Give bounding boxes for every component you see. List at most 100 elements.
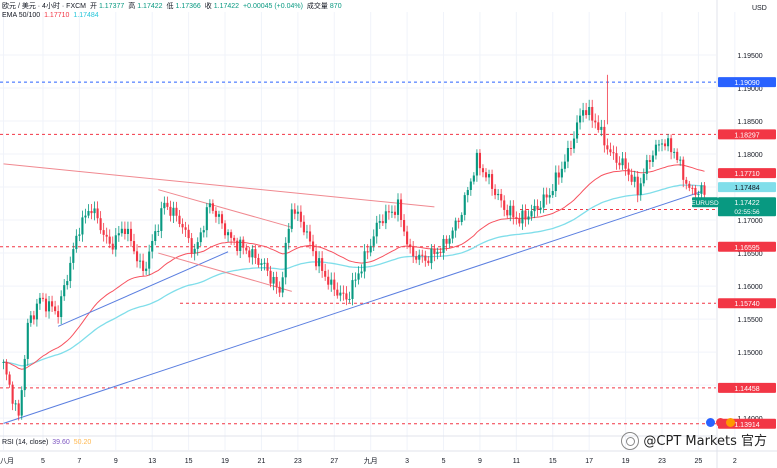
level-tag-label: 1.18297 bbox=[734, 132, 759, 139]
candle-body bbox=[530, 211, 533, 217]
candle-body bbox=[148, 251, 151, 269]
candle-body bbox=[430, 248, 433, 264]
candle-body bbox=[257, 257, 260, 265]
candle-body bbox=[308, 231, 312, 242]
event-badge-orange[interactable] bbox=[726, 418, 735, 427]
candle-body bbox=[406, 231, 409, 245]
candle-body bbox=[296, 211, 299, 214]
candle-body bbox=[390, 211, 393, 213]
candle-body bbox=[196, 242, 199, 249]
ema-legend[interactable]: EMA 50/100 1.17710 1.17484 bbox=[2, 12, 101, 19]
candle-body bbox=[667, 138, 670, 147]
candle-body bbox=[403, 220, 406, 232]
candle-body bbox=[220, 214, 224, 224]
volume-label: 成交量 bbox=[306, 3, 328, 10]
candle-body bbox=[588, 106, 591, 116]
candle-body bbox=[415, 256, 418, 260]
candle-body bbox=[606, 145, 609, 150]
candle-body bbox=[5, 361, 8, 375]
candle-body bbox=[648, 160, 651, 162]
candle-body bbox=[327, 276, 330, 285]
candle-body bbox=[60, 296, 63, 318]
candle-body bbox=[481, 168, 485, 173]
candle-body bbox=[72, 249, 75, 263]
candle-body bbox=[154, 231, 157, 242]
candle-body bbox=[621, 158, 624, 166]
candle-body bbox=[697, 193, 700, 196]
candle-body bbox=[369, 245, 372, 253]
event-badge-red[interactable] bbox=[716, 418, 725, 427]
level-tag-label: 1.16595 bbox=[734, 245, 759, 252]
event-badges[interactable] bbox=[706, 418, 735, 429]
candle-body bbox=[190, 238, 193, 254]
low-label: 低 bbox=[166, 3, 174, 10]
candle-body bbox=[533, 205, 536, 212]
candle-body bbox=[354, 279, 357, 281]
candle-body bbox=[199, 232, 202, 243]
candle-body bbox=[293, 209, 296, 214]
candle-body bbox=[324, 270, 327, 277]
candle-body bbox=[26, 322, 29, 359]
candle-body bbox=[600, 126, 603, 130]
candle-body bbox=[193, 248, 196, 254]
candle-body bbox=[14, 403, 17, 405]
candle-body bbox=[660, 143, 664, 145]
candle-body bbox=[463, 195, 466, 215]
x-tick-label: 15 bbox=[185, 458, 193, 465]
candle-body bbox=[81, 217, 84, 235]
candle-body bbox=[381, 221, 384, 224]
candle-body bbox=[518, 218, 521, 224]
candle-body bbox=[424, 255, 427, 261]
symbol-title[interactable]: 欧元 / 美元 · 4小时 · FXCM bbox=[2, 3, 86, 10]
candle-body bbox=[691, 187, 694, 189]
y-tick-label: 1.19500 bbox=[737, 53, 762, 60]
candle-body bbox=[8, 374, 11, 385]
x-tick-label: 15 bbox=[549, 458, 557, 465]
ema-label: EMA 50/100 bbox=[2, 12, 41, 19]
candle-body bbox=[187, 229, 190, 239]
rsi-value-2: 50.20 bbox=[73, 439, 92, 446]
candle-body bbox=[44, 298, 48, 312]
candle-body bbox=[597, 122, 600, 130]
level-tag-label: 1.15740 bbox=[734, 301, 759, 308]
candle-body bbox=[527, 216, 530, 220]
level-tag bbox=[718, 382, 776, 393]
candle-body bbox=[129, 228, 133, 242]
ema100-line bbox=[3, 184, 705, 367]
candle-body bbox=[242, 239, 245, 248]
candle-body bbox=[557, 172, 560, 178]
event-badge-blue[interactable] bbox=[706, 418, 715, 427]
candle-body bbox=[90, 210, 93, 214]
x-tick-label: 23 bbox=[294, 458, 302, 465]
candle-body bbox=[460, 214, 463, 223]
candle-body bbox=[351, 280, 354, 299]
candle-body bbox=[17, 403, 20, 416]
candle-body bbox=[372, 236, 375, 246]
candle-body bbox=[630, 174, 633, 182]
candle-body bbox=[163, 202, 166, 209]
currency-label[interactable]: USD bbox=[752, 5, 767, 12]
rsi-legend[interactable]: RSI (14, close) 39.60 50.20 bbox=[2, 439, 93, 446]
candle-body bbox=[682, 159, 685, 180]
wechat-logo-icon bbox=[621, 432, 640, 450]
ema50-value: 1.17710 bbox=[44, 12, 70, 19]
candle-body bbox=[233, 237, 236, 241]
candle-body bbox=[126, 228, 129, 235]
candle-body bbox=[272, 276, 275, 284]
candle-body bbox=[657, 144, 661, 146]
candle-body bbox=[108, 236, 111, 244]
x-tick-label: 19 bbox=[622, 458, 630, 465]
candle-body bbox=[636, 176, 639, 195]
candle-body bbox=[202, 230, 205, 233]
candle-body bbox=[333, 279, 336, 290]
candle-body bbox=[123, 228, 126, 235]
candle-body bbox=[609, 149, 612, 153]
candle-body bbox=[47, 301, 51, 312]
trendline bbox=[3, 163, 435, 208]
candle-body bbox=[618, 162, 621, 166]
ema100-value: 1.17484 bbox=[73, 12, 99, 19]
candle-body bbox=[418, 254, 421, 260]
x-tick-label: 5 bbox=[41, 458, 45, 465]
candle-body bbox=[487, 174, 491, 178]
